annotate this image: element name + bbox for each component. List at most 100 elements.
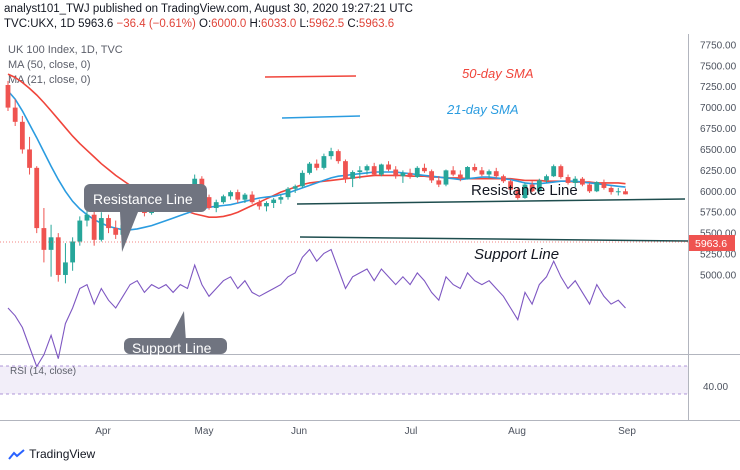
price-chart[interactable]: UK 100 Index, 1D, TVC MA (50, close, 0) … [0, 34, 740, 440]
price-change: −36.4 (−0.61%) [116, 18, 196, 30]
candle-down [19, 121, 25, 150]
candle-down [235, 192, 241, 200]
high-value: 6033.0 [261, 18, 297, 30]
candle-up [213, 202, 219, 209]
candle-down [41, 228, 47, 250]
candle-up [551, 166, 557, 177]
resistance-callout-pointer [120, 212, 138, 252]
candle-down [206, 197, 212, 209]
candle-down [55, 237, 61, 275]
candle-down [407, 172, 413, 178]
legend-title: UK 100 Index, 1D, TVC [8, 44, 123, 56]
candle-up [98, 218, 104, 240]
price-tick-label: 5250.00 [700, 250, 737, 261]
price-tick-label: 5750.00 [700, 208, 737, 219]
candle-up [292, 186, 298, 189]
time-tick-label: May [195, 426, 214, 437]
price-tick-label: 6500.00 [700, 145, 737, 156]
high-label: H: [249, 18, 262, 30]
candle-up [271, 199, 277, 203]
close-label: C: [347, 18, 359, 30]
candle-down [623, 191, 628, 195]
candle-down [601, 182, 607, 188]
candle-up [364, 166, 370, 171]
candle-down [113, 228, 119, 235]
time-tick-label: Apr [95, 426, 111, 437]
last-price-badge [689, 235, 735, 251]
candle-up [378, 164, 384, 175]
candle-down [314, 163, 320, 168]
tradingview-brand[interactable]: TradingView [8, 447, 95, 461]
tradingview-logo-icon [8, 449, 25, 460]
candle-down [429, 171, 435, 181]
resistance-callout: Resistance Line [84, 184, 207, 252]
candle-down [27, 149, 32, 168]
candle-up [594, 182, 600, 192]
price-axis: 5000.00 5250.00 5500.00 5750.00 6000.00 6250.… [700, 40, 737, 281]
candle-down [422, 167, 427, 172]
candle-down [436, 180, 442, 185]
candle-down [371, 166, 377, 175]
candle-down [501, 176, 506, 182]
candle-up [544, 176, 549, 181]
candle-down [12, 107, 18, 122]
candle-up [221, 196, 226, 203]
candle-up [443, 170, 449, 185]
support-line-label: Support Line [474, 246, 559, 263]
candle-down [529, 184, 535, 192]
time-axis: Apr May Jun Jul Aug Sep [95, 426, 636, 437]
candle-up [486, 171, 492, 175]
candle-up [328, 151, 334, 157]
candle-down [91, 214, 97, 240]
candle-up [63, 262, 68, 275]
candle-up [48, 237, 54, 250]
brand-name: TradingView [29, 447, 96, 461]
candle-down [335, 151, 341, 162]
candle-up [321, 156, 327, 168]
candle-up [77, 220, 83, 242]
price-tick-label: 5000.00 [700, 270, 737, 281]
sma21-annotation-line [281, 115, 361, 119]
price-tick-label: 6250.00 [700, 166, 737, 177]
candle-up [264, 202, 269, 207]
candle-up [414, 167, 420, 178]
candle-up [357, 170, 363, 173]
legend-ma21: MA (21, close, 0) [8, 74, 91, 86]
price-tick-label: 6000.00 [700, 187, 737, 198]
price-tick-label: 7250.00 [700, 82, 737, 93]
candle-down [34, 167, 40, 229]
candle-up [84, 214, 90, 221]
support-callout-pointer [168, 311, 186, 342]
rsi-label: RSI (14, close) [10, 366, 76, 377]
candle-up [572, 178, 578, 183]
candle-down [457, 174, 463, 179]
open-value: 6000.0 [211, 18, 247, 30]
last-price-badge-text: 5963.6 [695, 238, 727, 250]
symbol-label: TVC:UKX, 1D [4, 18, 75, 30]
candle-down [450, 170, 456, 175]
candle-down [249, 194, 255, 203]
candle-up [299, 172, 305, 187]
rsi-level-tick: 40.00 [703, 382, 728, 393]
sma50-annotation-line [264, 75, 357, 78]
time-tick-label: Sep [618, 426, 636, 437]
sma50-annotation: 50-day SMA [462, 66, 534, 81]
candle-down [256, 202, 262, 207]
candle-up [70, 241, 76, 263]
support-trendline [299, 236, 689, 242]
chart-header: analyst101_TWJ published on TradingView.… [0, 0, 740, 34]
candle-up [522, 184, 528, 198]
time-tick-label: Jul [405, 426, 418, 437]
candle-down [608, 187, 614, 193]
candle-down [479, 170, 485, 175]
candle-down [587, 184, 592, 192]
support-callout-text: Support Line [132, 340, 212, 356]
candle-down [515, 189, 521, 198]
candle-up [242, 194, 248, 200]
candle-down [5, 85, 11, 108]
candle-down [580, 178, 585, 185]
price-tick-label: 7000.00 [700, 103, 737, 114]
candle-up [350, 172, 356, 179]
last-price: 5963.6 [78, 18, 114, 30]
time-tick-label: Aug [508, 426, 526, 437]
